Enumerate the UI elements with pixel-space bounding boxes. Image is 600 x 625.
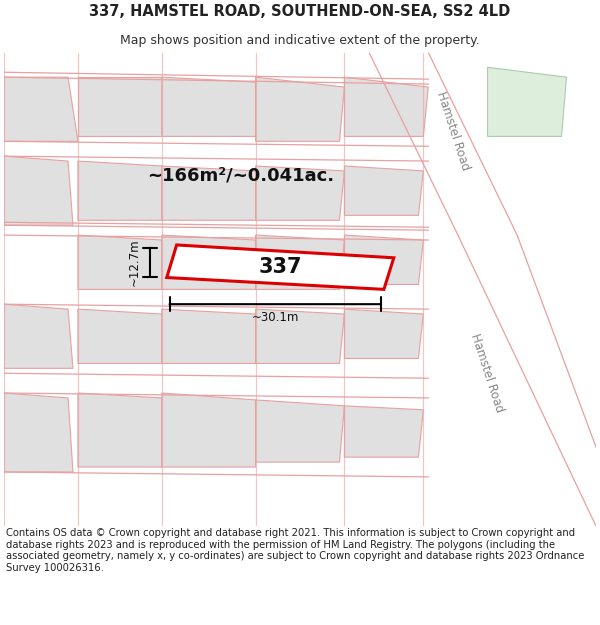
Polygon shape xyxy=(162,309,256,363)
Text: 337: 337 xyxy=(259,258,302,278)
Polygon shape xyxy=(78,161,162,220)
Polygon shape xyxy=(78,77,162,136)
Text: Map shows position and indicative extent of the property.: Map shows position and indicative extent… xyxy=(120,34,480,48)
Polygon shape xyxy=(256,309,344,363)
Polygon shape xyxy=(78,309,162,363)
Text: 337, HAMSTEL ROAD, SOUTHEND-ON-SEA, SS2 4LD: 337, HAMSTEL ROAD, SOUTHEND-ON-SEA, SS2 … xyxy=(89,4,511,19)
Polygon shape xyxy=(162,166,256,220)
Polygon shape xyxy=(4,156,73,225)
Polygon shape xyxy=(4,304,73,368)
Polygon shape xyxy=(256,166,344,220)
Polygon shape xyxy=(4,77,78,141)
Polygon shape xyxy=(379,52,596,526)
Polygon shape xyxy=(78,393,162,467)
Text: Hamstel Road: Hamstel Road xyxy=(469,332,506,414)
Text: ~166m²/~0.041ac.: ~166m²/~0.041ac. xyxy=(147,167,334,185)
Polygon shape xyxy=(256,77,344,141)
Text: ~30.1m: ~30.1m xyxy=(251,311,299,324)
Polygon shape xyxy=(344,166,424,216)
Text: ~12.7m: ~12.7m xyxy=(128,238,140,286)
Text: Hamstel Road: Hamstel Road xyxy=(434,91,472,172)
Polygon shape xyxy=(344,235,424,284)
Polygon shape xyxy=(78,235,162,289)
Polygon shape xyxy=(488,68,566,136)
Text: Contains OS data © Crown copyright and database right 2021. This information is : Contains OS data © Crown copyright and d… xyxy=(6,528,584,573)
Polygon shape xyxy=(344,77,428,136)
Polygon shape xyxy=(256,235,344,289)
Polygon shape xyxy=(4,393,73,472)
Polygon shape xyxy=(167,245,394,289)
Polygon shape xyxy=(256,400,344,462)
Polygon shape xyxy=(344,406,424,457)
Polygon shape xyxy=(162,77,256,136)
Polygon shape xyxy=(162,235,256,289)
Polygon shape xyxy=(344,309,424,359)
Polygon shape xyxy=(162,393,256,467)
